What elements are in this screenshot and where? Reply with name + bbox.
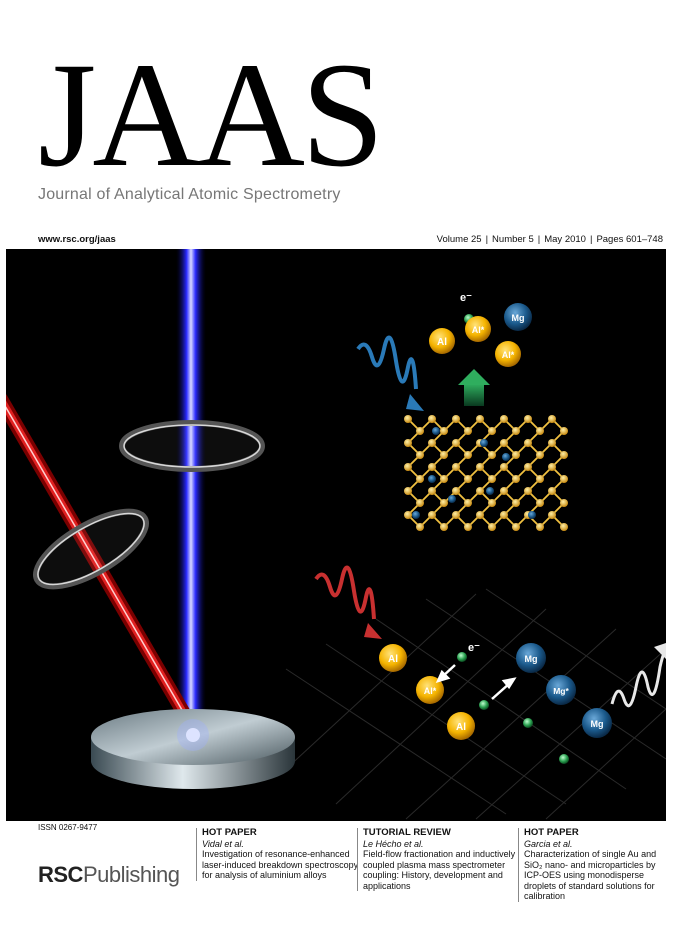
crystal-lattice: [404, 415, 568, 531]
volume: Volume 25: [436, 234, 482, 245]
article-tag: HOT PAPER: [202, 827, 257, 838]
lens-top: [119, 420, 265, 472]
svg-text:Mg*: Mg*: [553, 686, 569, 696]
svg-text:Al: Al: [388, 654, 398, 665]
svg-text:Al: Al: [456, 722, 466, 733]
artwork-illustration: e⁻ Al Al* Al* Mg Al Al* Al: [6, 249, 666, 820]
mg-atom-bottom-2: [582, 708, 612, 738]
article-author: Vidal et al.: [202, 838, 244, 849]
electron-top-label: e⁻: [460, 292, 472, 304]
mg-excited-atom: [546, 675, 576, 705]
article-author: Le Hécho et al.: [363, 838, 424, 849]
journal-subtitle: Journal of Analytical Atomic Spectrometr…: [38, 186, 341, 203]
green-arrow-up: [458, 369, 490, 406]
mg-atom-bottom-1: [516, 643, 546, 673]
red-laser: [6, 394, 203, 741]
al-atom-top: [429, 328, 455, 354]
svg-text:Al*: Al*: [502, 350, 515, 360]
article-title: Characterization of single Au and SiO₂ n…: [524, 849, 657, 901]
publisher-logo-bold: RSC: [38, 862, 83, 887]
cover-artwork: e⁻ Al Al* Al* Mg Al Al* Al: [6, 249, 666, 821]
al-excited-atom-top-2: [495, 341, 521, 367]
sample-disk: [91, 709, 295, 789]
lens-left: [32, 508, 150, 590]
separator: |: [537, 234, 541, 245]
featured-article-3[interactable]: HOT PAPER Garcia et al. Characterization…: [518, 827, 676, 902]
article-author: Garcia et al.: [524, 838, 573, 849]
emission-wave: [610, 643, 666, 708]
issue-bar: www.rsc.org/jaas Volume 25 | Number 5 | May …: [38, 234, 663, 245]
issue-date: May 2010: [544, 234, 586, 245]
journal-url[interactable]: www.rsc.org/jaas: [38, 234, 116, 245]
article-title: Investigation of resonance-enhanced lase…: [202, 849, 359, 880]
publisher-logo: RSCPublishing: [38, 862, 180, 888]
featured-article-1[interactable]: HOT PAPER Vidal et al. Investigation of …: [196, 827, 360, 881]
electron-bottom-3: [523, 718, 533, 728]
blue-wave-pulse: [356, 335, 424, 411]
grid-floor: [285, 588, 666, 820]
issue-info: Volume 25 | Number 5 | May 2010 | Pages 601–74…: [437, 234, 663, 245]
issn: ISSN 0267-9477: [38, 823, 98, 832]
mg-atom-top: [504, 303, 532, 331]
svg-text:Mg: Mg: [591, 719, 604, 729]
electron-bottom-4: [559, 754, 569, 764]
featured-article-2[interactable]: TUTORIAL REVIEW Le Hécho et al. Field-fl…: [357, 827, 521, 891]
red-wave-pulse: [314, 565, 382, 639]
electron-bottom-2: [479, 700, 489, 710]
publisher-logo-light: Publishing: [82, 862, 180, 887]
electron-bottom-label: e⁻: [468, 642, 480, 654]
top-atom-group: e⁻ Al Al* Al* Mg: [429, 292, 532, 367]
separator: |: [589, 234, 593, 245]
svg-text:Mg: Mg: [512, 313, 525, 323]
svg-text:Mg: Mg: [525, 654, 538, 664]
journal-logo: JAAS: [38, 32, 384, 198]
svg-text:Al*: Al*: [472, 325, 485, 335]
article-title: Field-flow fractionation and inductively…: [363, 849, 516, 891]
bottom-atom-group: Al Al* Al Mg Mg* Mg e⁻: [379, 642, 612, 764]
electron-bottom-1: [457, 652, 467, 662]
article-tag: TUTORIAL REVIEW: [363, 827, 451, 838]
svg-text:Al: Al: [437, 337, 447, 348]
article-tag: HOT PAPER: [524, 827, 579, 838]
al-excited-atom-bottom: [416, 676, 444, 704]
page-range: Pages 601–748: [596, 234, 663, 245]
issue-number: Number 5: [492, 234, 534, 245]
svg-text:Al*: Al*: [424, 686, 437, 696]
uv-beam: [176, 249, 206, 734]
al-atom-bottom-1: [379, 644, 407, 672]
al-excited-atom-top-1: [465, 316, 491, 342]
al-atom-bottom-2: [447, 712, 475, 740]
separator: |: [485, 234, 489, 245]
